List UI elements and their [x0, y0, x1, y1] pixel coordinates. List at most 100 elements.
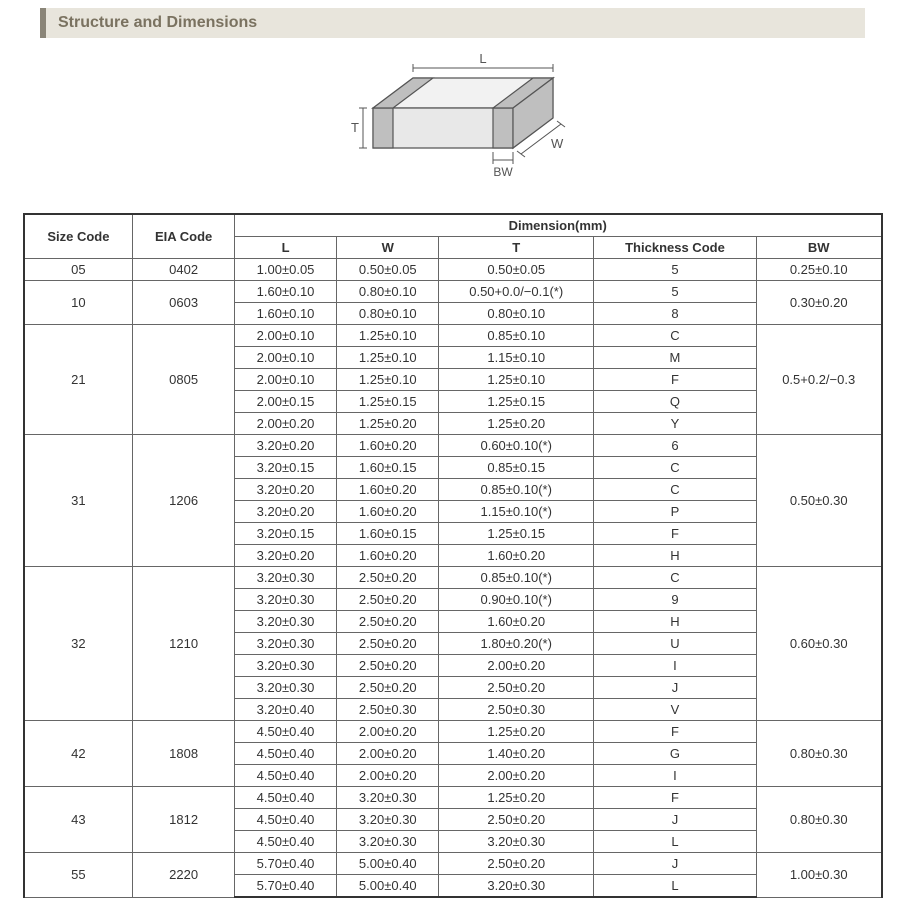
cell-size: 42	[24, 721, 133, 787]
cell-size: 05	[24, 259, 133, 281]
cell-W: 5.00±0.40	[337, 853, 439, 875]
cell-W: 2.50±0.20	[337, 589, 439, 611]
cell-L: 2.00±0.20	[234, 413, 336, 435]
cell-L: 2.00±0.15	[234, 391, 336, 413]
cell-L: 2.00±0.10	[234, 369, 336, 391]
cell-L: 3.20±0.20	[234, 435, 336, 457]
cell-eia: 1210	[133, 567, 235, 721]
label-W: W	[551, 136, 564, 151]
cell-L: 3.20±0.30	[234, 611, 336, 633]
label-L: L	[479, 51, 486, 66]
chip-diagram-svg: L W T BW	[323, 48, 583, 198]
cell-L: 1.60±0.10	[234, 281, 336, 303]
cell-tc: C	[594, 325, 757, 347]
cell-size: 31	[24, 435, 133, 567]
cell-W: 1.60±0.20	[337, 545, 439, 567]
cell-W: 2.50±0.20	[337, 655, 439, 677]
cell-T: 3.20±0.30	[439, 831, 594, 853]
cell-T: 1.25±0.20	[439, 721, 594, 743]
cell-tc: F	[594, 721, 757, 743]
cell-L: 4.50±0.40	[234, 787, 336, 809]
cell-T: 1.15±0.10(*)	[439, 501, 594, 523]
bw-right-front	[493, 108, 513, 148]
cell-T: 2.50±0.20	[439, 677, 594, 699]
cell-tc: 5	[594, 281, 757, 303]
table-row: 4318124.50±0.403.20±0.301.25±0.20F0.80±0…	[24, 787, 882, 809]
cell-T: 2.00±0.20	[439, 765, 594, 787]
cell-W: 2.00±0.20	[337, 721, 439, 743]
cell-L: 3.20±0.15	[234, 523, 336, 545]
cell-T: 2.50±0.20	[439, 853, 594, 875]
cell-W: 1.25±0.10	[337, 325, 439, 347]
label-T: T	[351, 120, 359, 135]
cell-tc: J	[594, 853, 757, 875]
cell-W: 0.80±0.10	[337, 303, 439, 325]
cell-W: 1.60±0.15	[337, 523, 439, 545]
cell-T: 0.80±0.10	[439, 303, 594, 325]
cell-T: 0.50±0.05	[439, 259, 594, 281]
cell-W: 3.20±0.30	[337, 787, 439, 809]
cell-L: 3.20±0.40	[234, 699, 336, 721]
cell-W: 1.60±0.20	[337, 479, 439, 501]
cell-T: 1.25±0.15	[439, 523, 594, 545]
cell-T: 0.85±0.15	[439, 457, 594, 479]
cell-L: 3.20±0.20	[234, 479, 336, 501]
cell-tc: G	[594, 743, 757, 765]
cell-W: 5.00±0.40	[337, 875, 439, 898]
col-size: Size Code	[24, 214, 133, 259]
cell-L: 2.00±0.10	[234, 347, 336, 369]
col-thickness: Thickness Code	[594, 237, 757, 259]
dimensions-table: Size Code EIA Code Dimension(mm) L W T T…	[23, 213, 883, 898]
cell-tc: C	[594, 567, 757, 589]
cell-eia: 1812	[133, 787, 235, 853]
cell-W: 2.50±0.20	[337, 611, 439, 633]
cell-eia: 0805	[133, 325, 235, 435]
cell-W: 2.00±0.20	[337, 765, 439, 787]
cell-tc: 8	[594, 303, 757, 325]
cell-W: 0.80±0.10	[337, 281, 439, 303]
cell-L: 3.20±0.30	[234, 677, 336, 699]
cell-eia: 0603	[133, 281, 235, 325]
cell-tc: U	[594, 633, 757, 655]
table-body: 0504021.00±0.050.50±0.050.50±0.0550.25±0…	[24, 259, 882, 898]
cell-tc: I	[594, 655, 757, 677]
cell-W: 0.50±0.05	[337, 259, 439, 281]
cell-tc: P	[594, 501, 757, 523]
table-row: 3112063.20±0.201.60±0.200.60±0.10(*)60.5…	[24, 435, 882, 457]
cell-tc: I	[594, 765, 757, 787]
cell-L: 3.20±0.20	[234, 545, 336, 567]
cell-T: 1.15±0.10	[439, 347, 594, 369]
cell-L: 3.20±0.30	[234, 655, 336, 677]
cell-T: 0.60±0.10(*)	[439, 435, 594, 457]
cell-tc: Y	[594, 413, 757, 435]
cell-T: 0.85±0.10	[439, 325, 594, 347]
cell-bw: 0.50±0.30	[756, 435, 881, 567]
cell-tc: Q	[594, 391, 757, 413]
cell-tc: F	[594, 787, 757, 809]
cell-T: 1.25±0.10	[439, 369, 594, 391]
cell-L: 4.50±0.40	[234, 743, 336, 765]
cell-tc: F	[594, 369, 757, 391]
cell-T: 0.50+0.0/−0.1(*)	[439, 281, 594, 303]
cell-bw: 0.80±0.30	[756, 721, 881, 787]
cell-L: 4.50±0.40	[234, 809, 336, 831]
cell-T: 1.25±0.15	[439, 391, 594, 413]
cell-W: 1.25±0.20	[337, 413, 439, 435]
cell-L: 5.70±0.40	[234, 875, 336, 898]
cell-L: 3.20±0.30	[234, 567, 336, 589]
cell-L: 2.00±0.10	[234, 325, 336, 347]
col-T: T	[439, 237, 594, 259]
cell-W: 1.60±0.15	[337, 457, 439, 479]
cell-tc: L	[594, 831, 757, 853]
cell-T: 2.00±0.20	[439, 655, 594, 677]
cell-eia: 2220	[133, 853, 235, 898]
cell-tc: F	[594, 523, 757, 545]
section-title-bar: Structure and Dimensions	[40, 8, 865, 38]
cell-T: 1.60±0.20	[439, 611, 594, 633]
cell-tc: C	[594, 457, 757, 479]
cell-bw: 1.00±0.30	[756, 853, 881, 898]
cell-tc: V	[594, 699, 757, 721]
cell-W: 1.60±0.20	[337, 501, 439, 523]
cell-tc: M	[594, 347, 757, 369]
cell-L: 3.20±0.30	[234, 589, 336, 611]
